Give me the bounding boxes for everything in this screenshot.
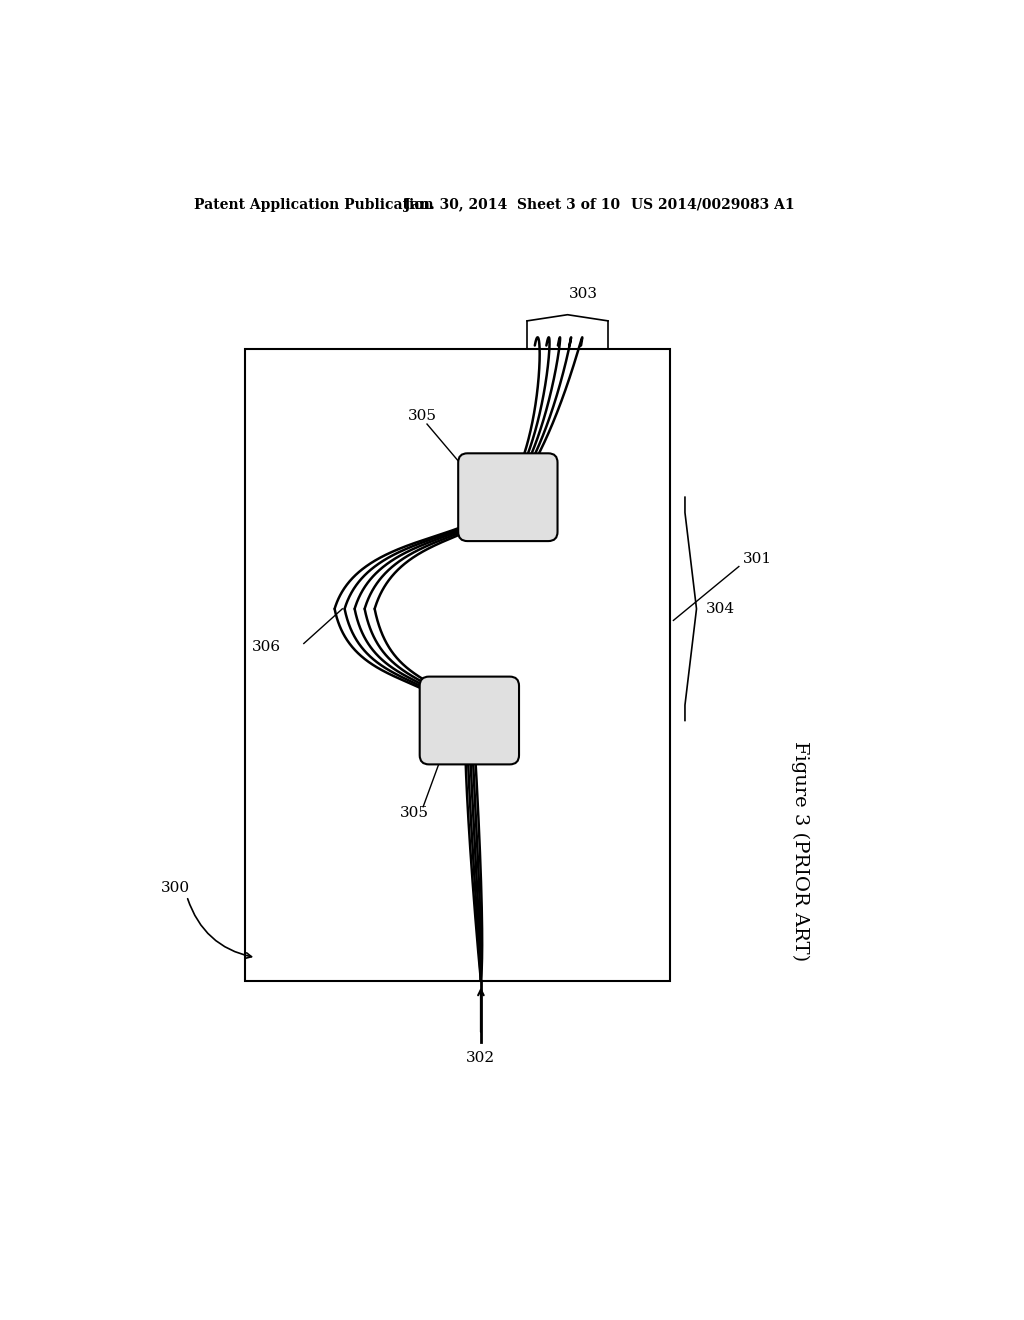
Text: Figure 3 (PRIOR ART): Figure 3 (PRIOR ART) [792,742,810,961]
Bar [245,350,670,981]
Text: 300: 300 [161,882,189,895]
FancyBboxPatch shape [458,453,557,541]
Text: US 2014/0029083 A1: US 2014/0029083 A1 [631,198,795,211]
Text: Jan. 30, 2014  Sheet 3 of 10: Jan. 30, 2014 Sheet 3 of 10 [403,198,621,211]
FancyBboxPatch shape [420,677,519,764]
Text: 304: 304 [706,602,735,616]
Text: 306: 306 [252,640,281,655]
Text: 303: 303 [568,286,597,301]
Text: 305: 305 [400,807,429,820]
Text: 305: 305 [408,409,437,424]
Text: Patent Application Publication: Patent Application Publication [194,198,433,211]
Text: 302: 302 [466,1051,496,1065]
Text: 301: 301 [742,552,772,566]
